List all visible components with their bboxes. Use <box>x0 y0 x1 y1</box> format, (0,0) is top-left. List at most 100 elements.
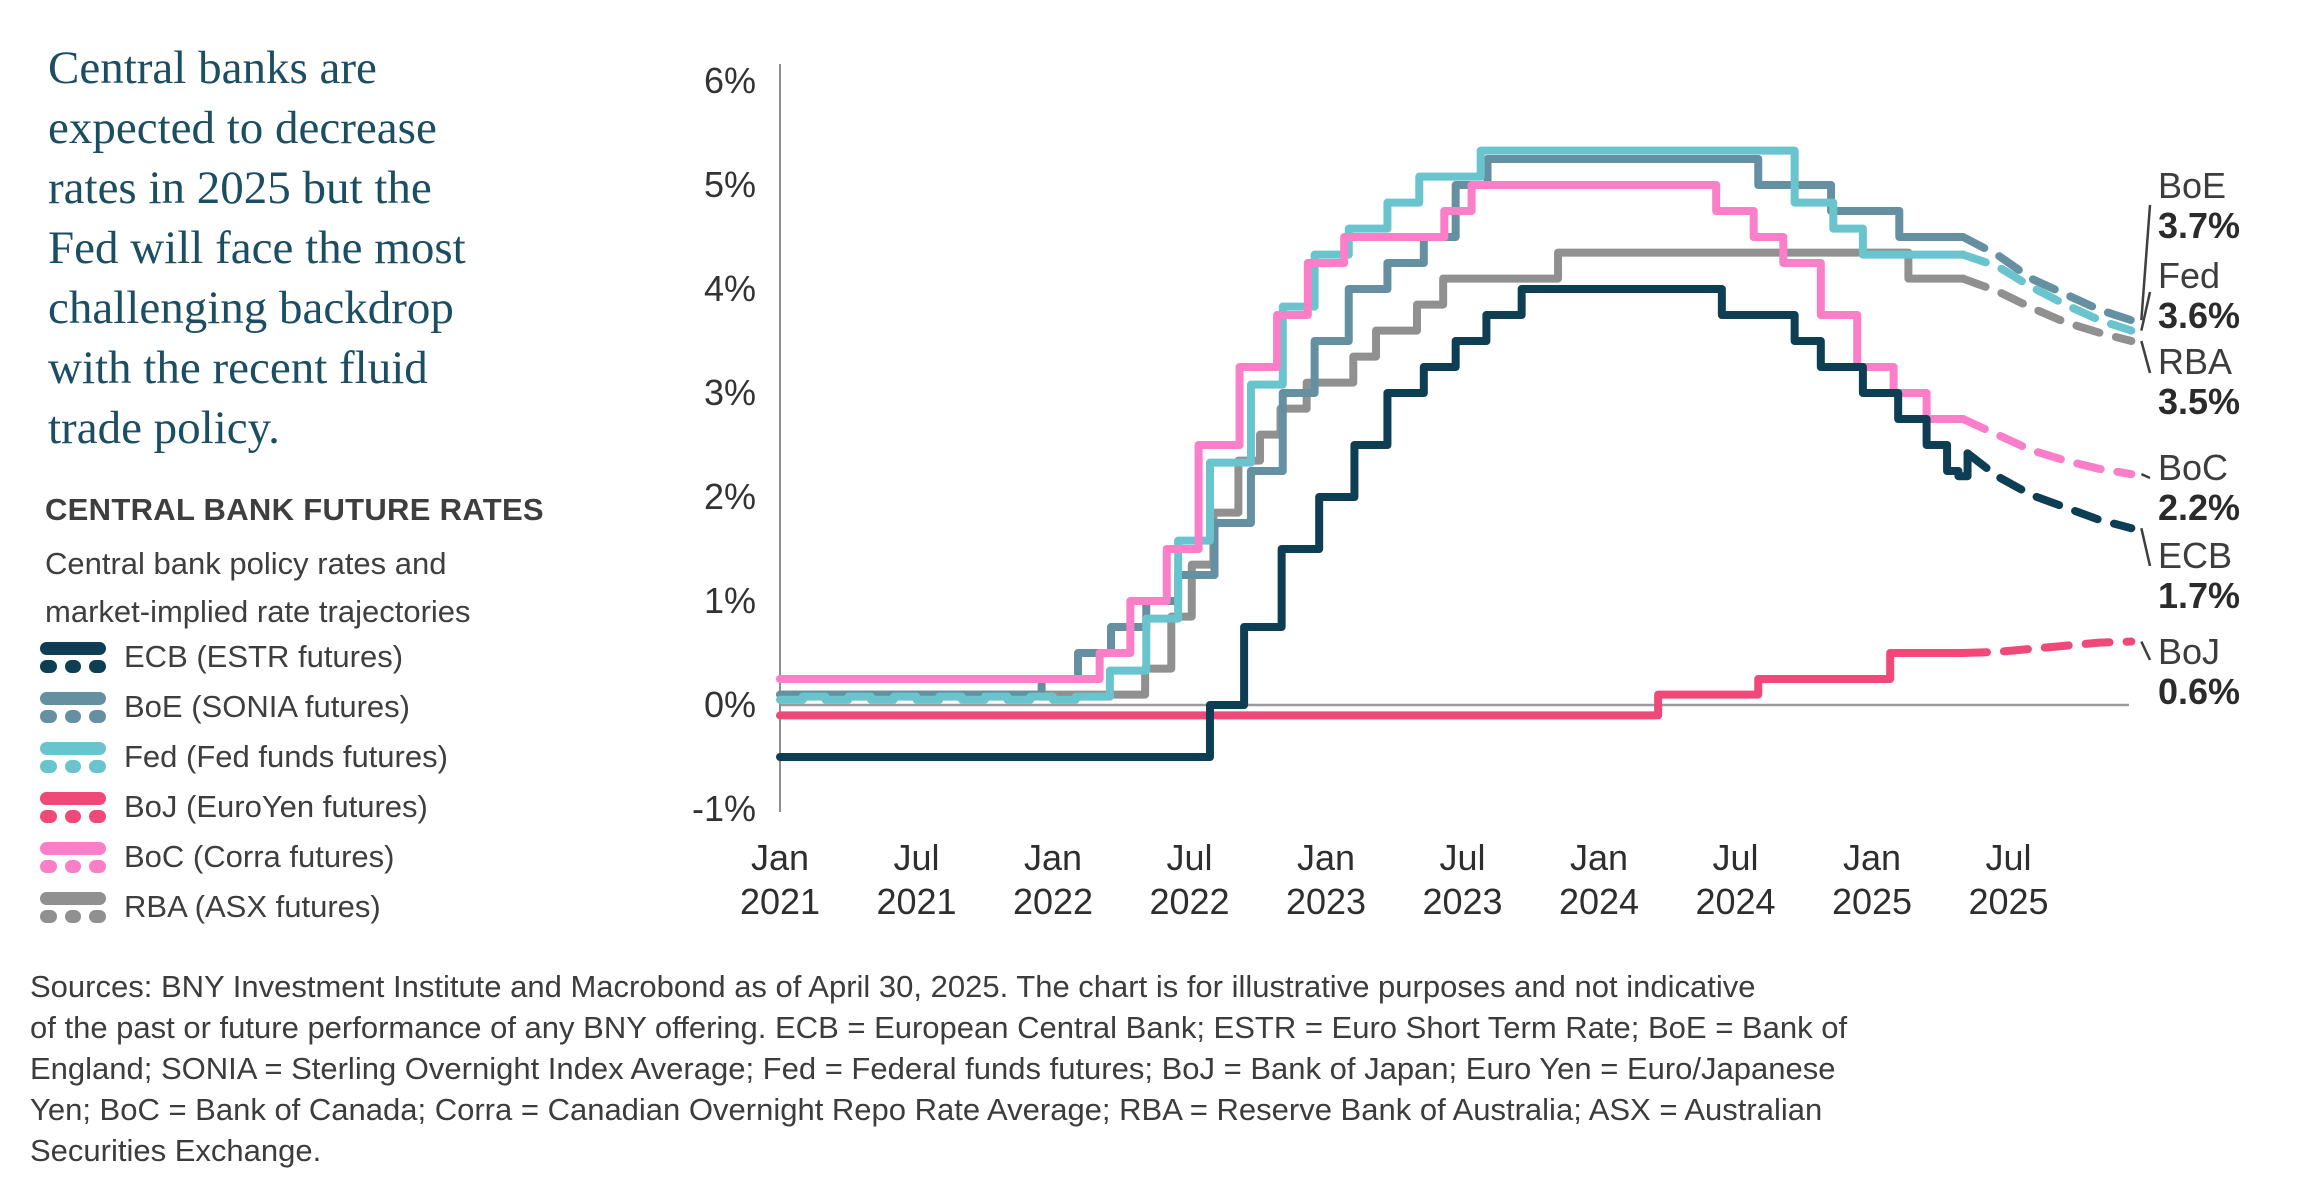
chart-kicker: CENTRAL BANK FUTURE RATES <box>45 492 544 527</box>
legend-dash <box>64 859 82 873</box>
x-axis-tick-jul-2025: Jul 2025 <box>1939 836 2079 924</box>
commentary-line: Central banks are <box>48 42 377 94</box>
series-projection-fed <box>1959 250 2136 335</box>
tick-month: Jul <box>1712 837 1759 878</box>
legend-label: BoJ (EuroYen futures) <box>124 789 428 824</box>
legend-item-boc: BoC (Corra futures) <box>40 832 448 882</box>
legend-item-ecb: ECB (ESTR futures) <box>40 632 448 682</box>
source-note-line: Sources: BNY Investment Institute and Ma… <box>30 969 1756 1004</box>
legend-key-icon-fed <box>40 741 107 773</box>
x-axis-tick-jan-2025: Jan 2025 <box>1802 836 1942 924</box>
annotation-name-boj: BoJ <box>2158 631 2221 672</box>
legend-dashed-line <box>40 709 107 723</box>
series-projection-rba <box>1959 274 2136 345</box>
series-projection-boc <box>1959 415 2136 479</box>
y-axis-label-3: 3% <box>703 372 756 413</box>
commentary-line: trade policy. <box>48 402 280 454</box>
x-axis-tick-jan-2023: Jan 2023 <box>1256 836 1396 924</box>
annotation-value-boe: 3.7% <box>2158 205 2241 246</box>
tick-year: 2023 <box>1422 881 1503 922</box>
legend-key-icon-boc <box>40 841 107 873</box>
tick-month: Jul <box>1439 837 1486 878</box>
tick-month: Jul <box>1166 837 1213 878</box>
legend-dash <box>89 759 107 773</box>
commentary-line: expected to decrease <box>48 102 437 154</box>
commentary-line: Fed will face the most <box>48 222 466 274</box>
commentary-line: with the recent fluid <box>48 342 428 394</box>
subtitle-line: Central bank policy rates and <box>45 546 447 581</box>
legend-label: BoE (SONIA futures) <box>124 689 410 724</box>
tick-month: Jul <box>893 837 940 878</box>
annotation-connector-boe <box>2140 204 2152 321</box>
annotation-value-fed: 3.6% <box>2158 295 2241 336</box>
annotation-value-ecb: 1.7% <box>2158 575 2241 616</box>
legend-dash <box>64 809 82 823</box>
x-axis-tick-jan-2021: Jan 2021 <box>710 836 850 924</box>
legend-dash <box>40 909 57 923</box>
tick-month: Jan <box>1023 837 1083 878</box>
series-line-rba <box>776 248 1967 699</box>
legend-key-icon-boj <box>40 791 107 823</box>
annotation-value-boj: 0.6% <box>2158 671 2241 712</box>
legend-dashed-line <box>40 809 107 823</box>
source-note-line: Securities Exchange. <box>30 1133 322 1168</box>
tick-year: 2025 <box>1831 881 1913 922</box>
annotation-name-boc: BoC <box>2158 447 2229 488</box>
legend-key-icon-ecb <box>40 641 107 673</box>
legend-key-icon-boe <box>40 691 107 723</box>
y-axis-label-4: 4% <box>703 268 756 309</box>
tick-year: 2022 <box>1149 881 1230 922</box>
legend-solid-line <box>40 641 106 655</box>
chart-subtitle: Central bank policy rates and market-impl… <box>45 540 471 636</box>
source-note: Sources: BNY Investment Institute and Ma… <box>30 966 2280 1171</box>
annotation-connector-boj <box>2140 641 2152 661</box>
legend-dash <box>89 659 107 673</box>
legend-dash <box>64 759 82 773</box>
tick-year: 2022 <box>1012 881 1094 922</box>
legend-dash <box>64 909 82 923</box>
source-note-line: of the past or future performance of any… <box>30 1010 1848 1045</box>
x-axis-tick-jul-2021: Jul 2021 <box>847 836 987 924</box>
tick-month: Jan <box>1842 837 1902 878</box>
legend-item-fed: Fed (Fed funds futures) <box>40 732 448 782</box>
y-axis-label-2: 2% <box>703 476 756 517</box>
series-projection-boj <box>1959 637 2136 657</box>
legend-solid-line <box>40 791 106 805</box>
annotation-name-ecb: ECB <box>2158 535 2233 576</box>
legend-dash <box>64 659 82 673</box>
tick-year: 2023 <box>1285 881 1367 922</box>
series-line-boe <box>776 155 1967 699</box>
source-note-line: Yen; BoC = Bank of Canada; Corra = Canad… <box>30 1092 1823 1127</box>
series-line-fed <box>776 146 1967 704</box>
y-axis-label-6: 6% <box>703 60 756 101</box>
legend-label: BoC (Corra futures) <box>124 839 395 874</box>
x-axis-tick-jul-2024: Jul 2024 <box>1666 836 1806 924</box>
tick-year: 2024 <box>1558 881 1640 922</box>
tick-year: 2021 <box>739 881 821 922</box>
legend-label: ECB (ESTR futures) <box>124 639 404 674</box>
legend-item-rba: RBA (ASX futures) <box>40 882 448 932</box>
series-line-boj <box>776 649 1967 720</box>
legend-key-icon-rba <box>40 891 107 923</box>
annotation-connector-boc <box>2140 472 2151 480</box>
legend-dash <box>40 659 57 673</box>
legend-dashed-line <box>40 759 107 773</box>
legend-dash <box>40 809 57 823</box>
annotation-value-rba: 3.5% <box>2158 381 2241 422</box>
tick-month: Jul <box>1985 837 2032 878</box>
annotation-name-boe: BoE <box>2158 165 2227 206</box>
commentary-line: challenging backdrop <box>48 282 454 334</box>
legend-dashed-line <box>40 659 107 673</box>
tick-year: 2021 <box>876 881 957 922</box>
legend-dashed-line <box>40 909 107 923</box>
y-axis-label--1: -1% <box>691 788 756 829</box>
legend-item-boj: BoJ (EuroYen futures) <box>40 782 448 832</box>
legend-dash <box>89 909 107 923</box>
series-line-boc <box>776 181 1967 683</box>
legend-dash <box>40 859 57 873</box>
series-line-ecb <box>776 285 1972 761</box>
commentary-line: rates in 2025 but the <box>48 162 432 214</box>
chart-commentary: Central banks are expected to decrease rat… <box>48 38 708 458</box>
x-axis-tick-jan-2022: Jan 2022 <box>983 836 1123 924</box>
